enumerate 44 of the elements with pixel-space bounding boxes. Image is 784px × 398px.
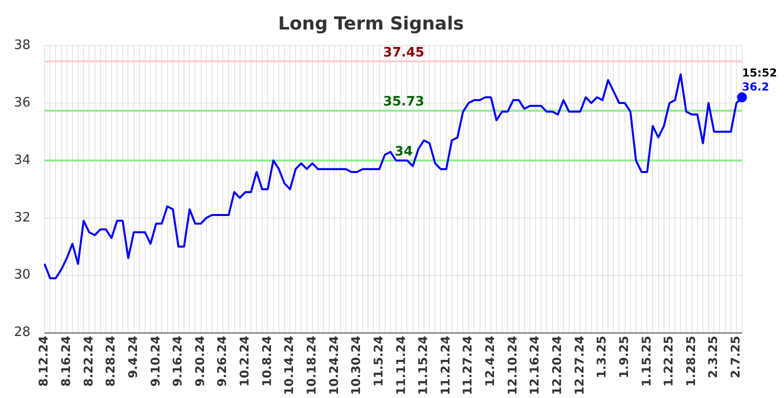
x-tick-label: 12.27.24 — [572, 336, 586, 396]
x-tick-label: 8.12.24 — [36, 336, 51, 387]
x-tick-label: 11.27.24 — [460, 336, 475, 396]
x-tick-label: 2.3.25 — [706, 336, 720, 378]
y-tick-label: 28 — [14, 325, 31, 340]
x-tick-label: 12.4.24 — [483, 336, 498, 387]
x-tick-label: 9.26.24 — [215, 336, 230, 387]
x-tick-label: 9.10.24 — [148, 336, 162, 387]
x-tick-label: 12.16.24 — [528, 336, 542, 396]
x-tick-label: 9.16.24 — [170, 336, 185, 387]
x-tick-label: 10.14.24 — [282, 336, 296, 396]
x-tick-label: 1.9.25 — [616, 336, 631, 378]
y-tick-label: 36 — [14, 95, 31, 110]
x-tick-label: 1.3.25 — [594, 336, 609, 378]
x-tick-label: 10.2.24 — [238, 336, 252, 387]
x-tick-label: 10.24.24 — [326, 336, 341, 396]
x-tick-label: 10.30.24 — [349, 336, 364, 396]
y-tick-label: 32 — [14, 210, 31, 226]
x-tick-label: 9.20.24 — [192, 336, 207, 387]
y-tick-label: 34 — [14, 152, 31, 168]
annotation: 15:52 — [742, 66, 778, 80]
ref-line-label: 37.45 — [383, 45, 424, 60]
x-tick-label: 8.28.24 — [104, 336, 118, 387]
x-tick-label: 11.15.24 — [416, 336, 430, 396]
x-tick-label: 1.28.25 — [684, 336, 698, 387]
x-tick-label: 12.20.24 — [550, 336, 564, 396]
chart-title: Long Term Signals — [278, 13, 464, 34]
x-tick-label: 12.10.24 — [505, 336, 520, 396]
ref-line-label: 35.73 — [383, 94, 424, 110]
x-tick-label: 11.5.24 — [371, 336, 386, 387]
x-tick-label: 2.7.25 — [728, 336, 743, 378]
y-tick-label: 30 — [14, 268, 31, 283]
x-tick-label: 1.22.25 — [662, 336, 676, 387]
ref-line-label: 34 — [394, 144, 413, 160]
x-tick-label: 10.8.24 — [260, 336, 274, 387]
y-tick-label: 38 — [14, 38, 31, 53]
x-tick-label: 9.4.24 — [126, 336, 140, 378]
x-tick-label: 11.21.24 — [438, 336, 452, 396]
x-tick-label: 1.15.25 — [639, 336, 654, 387]
data-label: 36.2 — [742, 80, 770, 94]
x-tick-label: 10.18.24 — [304, 336, 318, 396]
x-tick-label: 8.22.24 — [81, 336, 96, 387]
x-tick-label: 11.11.24 — [394, 336, 408, 396]
x-tick-label: 8.16.24 — [58, 336, 73, 387]
